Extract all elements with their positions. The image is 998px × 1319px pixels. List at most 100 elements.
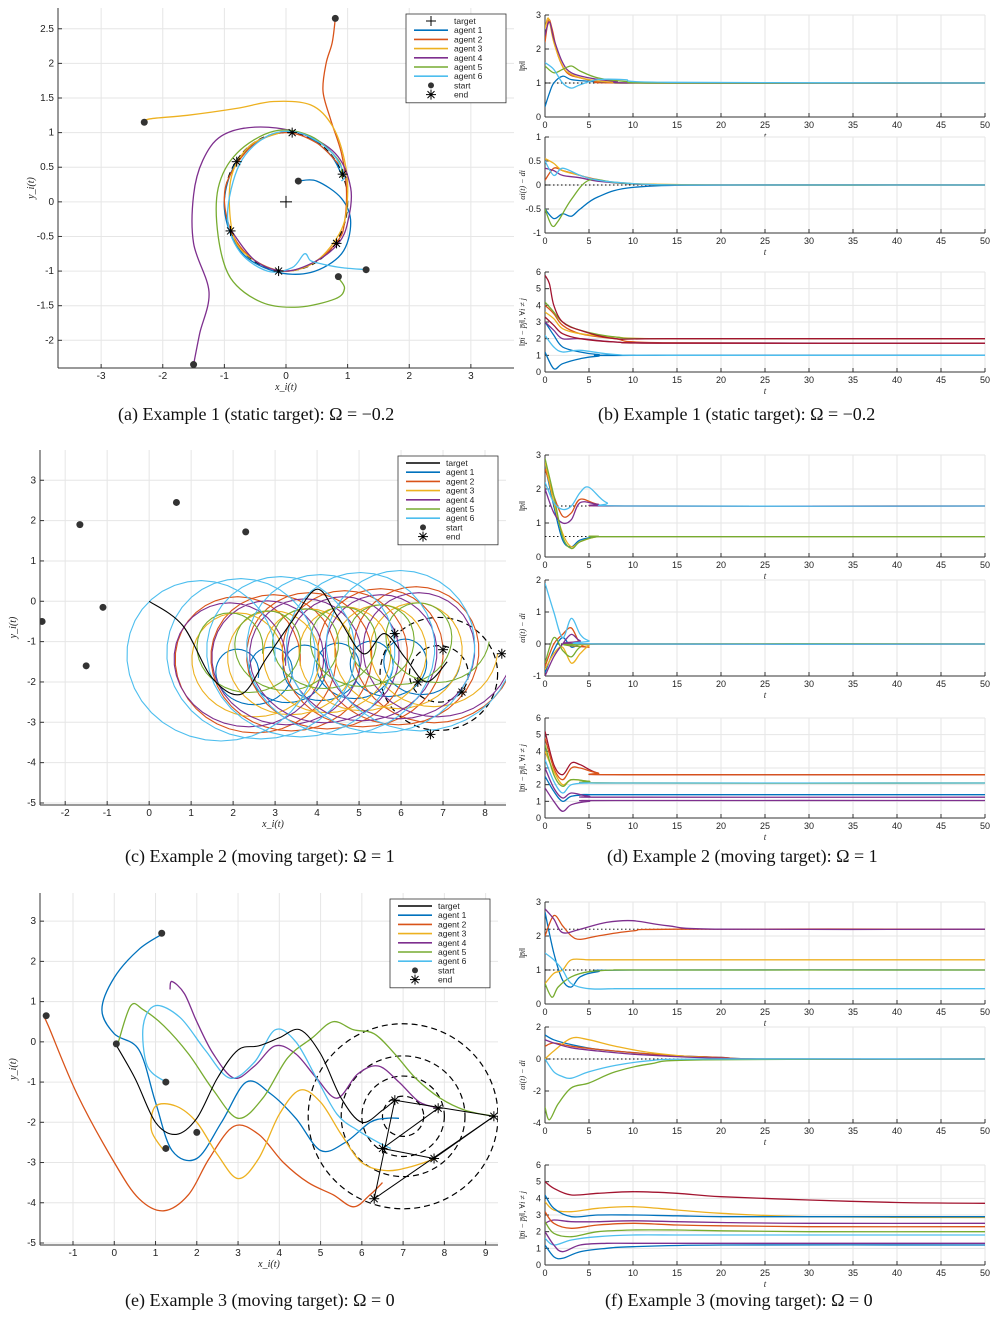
legend-label: start bbox=[446, 522, 463, 532]
x-tick-label: 20 bbox=[716, 375, 726, 385]
x-tick-label: 4 bbox=[277, 1248, 283, 1259]
x-axis-label: t bbox=[764, 571, 767, 581]
x-tick-label: 45 bbox=[936, 821, 946, 831]
x-tick-label: 30 bbox=[804, 375, 814, 385]
x-tick-label: 25 bbox=[760, 679, 770, 689]
series-line bbox=[545, 1219, 985, 1225]
x-tick-label: 3 bbox=[468, 371, 474, 382]
end-marker-stroke bbox=[226, 227, 235, 235]
x-tick-label: 10 bbox=[628, 1268, 638, 1278]
start-marker bbox=[76, 521, 84, 529]
end-marker-stroke bbox=[439, 645, 447, 654]
x-axis-label: t bbox=[764, 131, 767, 141]
legend-label: target bbox=[454, 16, 476, 26]
end-marker bbox=[273, 266, 284, 277]
x-tick-label: 5 bbox=[586, 679, 591, 689]
end-marker-stroke bbox=[378, 1144, 387, 1153]
y-tick-label: 1 bbox=[536, 607, 541, 617]
y-tick-label: 0 bbox=[536, 1054, 541, 1064]
end-marker-stroke bbox=[288, 128, 297, 137]
y-tick-label: 3 bbox=[30, 475, 36, 486]
x-tick-label: 25 bbox=[760, 1268, 770, 1278]
x-tick-label: 1 bbox=[153, 1248, 159, 1259]
end-marker-stroke bbox=[411, 975, 419, 984]
y-tick-label: 5 bbox=[536, 284, 541, 294]
series-line bbox=[545, 1234, 985, 1246]
y-tick-label: 0 bbox=[536, 367, 541, 377]
chart-a: -3 -2 -1 0 1 2 3 -2 -1.5 -1 -0.5 0 0.5 1 1.5 2 2.5 x_i(t)… bbox=[26, 8, 514, 393]
start-marker bbox=[172, 498, 180, 506]
end-marker bbox=[331, 238, 342, 249]
y-tick-label: 6 bbox=[536, 267, 541, 277]
y-tick-label: 2 bbox=[48, 58, 54, 69]
legend-label: agent 6 bbox=[446, 513, 475, 523]
x-axis-label: x_i(t) bbox=[274, 382, 297, 393]
end-marker-stroke bbox=[338, 170, 347, 179]
end-marker-stroke bbox=[413, 678, 422, 686]
chart-f: 0 5 10 15 20 25 30 35 40 45 50 0 1 2 3 t ‖p̅i‖ bbox=[518, 897, 990, 1028]
x-axis-label: t bbox=[764, 247, 767, 257]
x-axis-label: t bbox=[764, 1137, 767, 1147]
x-tick-label: 20 bbox=[716, 560, 726, 570]
x-tick-label: 40 bbox=[892, 560, 902, 570]
y-axis-label: ‖p̅i − p̅j‖, ∀i ≠ j bbox=[518, 743, 527, 792]
x-tick-label: 5 bbox=[586, 375, 591, 385]
plot-content bbox=[545, 731, 985, 812]
y-axis-label: αi(t) − di bbox=[518, 170, 527, 200]
y-tick-label: 1.5 bbox=[40, 93, 54, 104]
x-tick-label: 10 bbox=[628, 679, 638, 689]
x-tick-label: 40 bbox=[892, 1007, 902, 1017]
series-agent-3 bbox=[150, 1089, 437, 1180]
series-agent-1 bbox=[101, 932, 400, 1162]
y-tick-label: -5 bbox=[27, 1238, 36, 1249]
x-tick-label: 40 bbox=[892, 1126, 902, 1136]
x-tick-label: 45 bbox=[936, 375, 946, 385]
y-tick-label: 0 bbox=[536, 999, 541, 1009]
y-tick-label: 5 bbox=[536, 1177, 541, 1187]
x-tick-label: 10 bbox=[628, 560, 638, 570]
x-axis-label: t bbox=[764, 690, 767, 700]
series-line bbox=[545, 737, 985, 781]
x-tick-label: 2 bbox=[194, 1248, 200, 1259]
y-tick-label: 2 bbox=[536, 484, 541, 494]
end-marker-stroke bbox=[332, 239, 341, 248]
chart-f2: 0 5 10 15 20 25 30 35 40 45 50 -4 -2 0 2 t αi(t) − di bbox=[518, 1022, 990, 1147]
end-marker bbox=[412, 676, 423, 687]
y-tick-label: -3 bbox=[27, 717, 36, 728]
x-tick-label: 20 bbox=[716, 1007, 726, 1017]
y-axis-label: ‖p̅i − p̅j‖, ∀i ≠ j bbox=[518, 297, 527, 346]
end-marker bbox=[369, 1193, 380, 1204]
end-marker-stroke bbox=[490, 1112, 498, 1121]
y-tick-label: 2 bbox=[536, 1227, 541, 1237]
y-tick-label: -1 bbox=[533, 228, 541, 238]
y-tick-label: 1 bbox=[536, 132, 541, 142]
y-tick-label: -1 bbox=[533, 671, 541, 681]
x-tick-label: 40 bbox=[892, 375, 902, 385]
plot-content bbox=[545, 583, 985, 676]
x-tick-label: 15 bbox=[672, 560, 682, 570]
x-tick-label: 0 bbox=[111, 1248, 117, 1259]
y-tick-label: 6 bbox=[536, 1160, 541, 1170]
x-tick-label: 20 bbox=[716, 821, 726, 831]
y-tick-label: 0 bbox=[30, 1037, 36, 1048]
legend-label: agent 1 bbox=[446, 467, 475, 477]
y-tick-label: 3 bbox=[536, 450, 541, 460]
formation-edge bbox=[394, 1099, 494, 1117]
x-tick-label: 50 bbox=[980, 120, 990, 130]
legend-label: agent 5 bbox=[438, 947, 467, 957]
y-tick-label: 2 bbox=[536, 1022, 541, 1032]
y-axis-label: ‖p̅i‖ bbox=[518, 948, 527, 959]
x-tick-label: 5 bbox=[586, 1007, 591, 1017]
series-agent-6 bbox=[142, 1004, 392, 1150]
x-tick-label: 9 bbox=[483, 1248, 489, 1259]
end-marker bbox=[496, 648, 506, 659]
legend-start-marker bbox=[412, 967, 418, 974]
x-tick-label: 0 bbox=[542, 375, 547, 385]
y-tick-label: 2 bbox=[30, 516, 36, 527]
x-tick-label: 0 bbox=[146, 808, 152, 819]
series-line bbox=[545, 334, 985, 357]
end-marker bbox=[410, 974, 420, 985]
x-tick-label: -1 bbox=[69, 1248, 78, 1259]
x-tick-label: 35 bbox=[848, 236, 858, 246]
